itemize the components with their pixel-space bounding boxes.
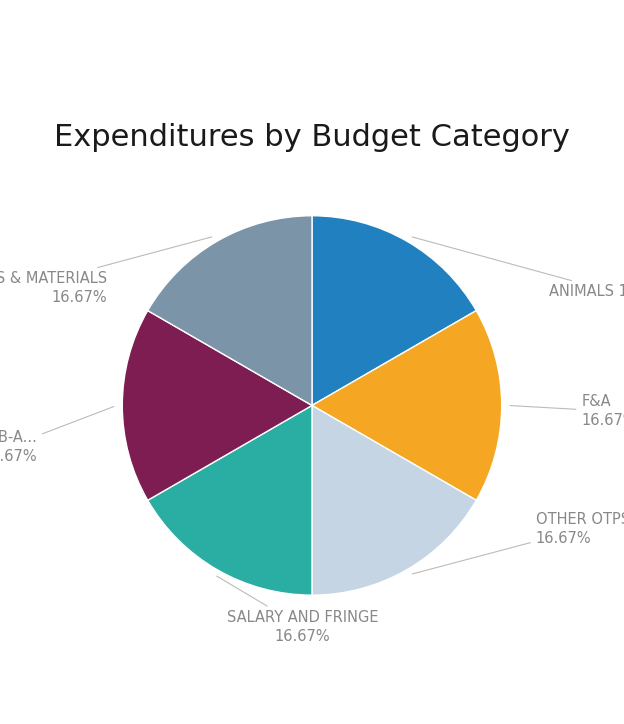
Title: Expenditures by Budget Category: Expenditures by Budget Category [54,123,570,152]
Wedge shape [312,311,502,500]
Wedge shape [148,216,312,405]
Text: SUPPLIES & MATERIALS
16.67%: SUPPLIES & MATERIALS 16.67% [0,237,212,305]
Wedge shape [312,216,476,405]
Wedge shape [148,405,312,595]
Text: SUB-A...
16.67%: SUB-A... 16.67% [0,406,114,464]
Wedge shape [122,311,312,500]
Text: OTHER OTPS
16.67%: OTHER OTPS 16.67% [412,512,624,574]
Text: SALARY AND FRINGE
16.67%: SALARY AND FRINGE 16.67% [217,576,378,644]
Wedge shape [312,405,476,595]
Text: ANIMALS 16.67%: ANIMALS 16.67% [412,237,624,299]
Text: F&A
16.67%: F&A 16.67% [510,395,624,428]
